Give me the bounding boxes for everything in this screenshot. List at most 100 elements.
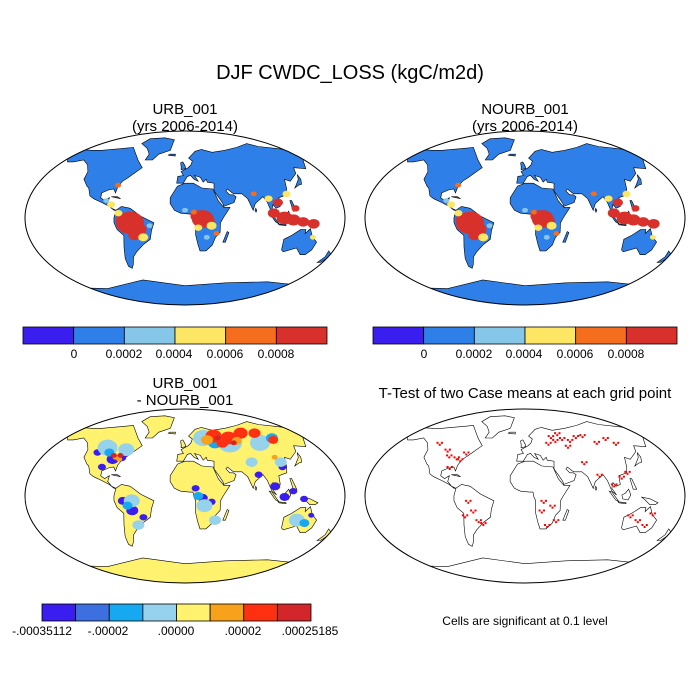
significant-cell: [549, 441, 552, 444]
mid-value-cell: [264, 195, 273, 202]
mid-high-value-cell: [115, 182, 122, 188]
panel-2-title-line1: NOURB_001: [481, 101, 569, 118]
significant-cell: [579, 434, 582, 437]
significant-cell: [604, 439, 607, 441]
colorbar-swatch: [22, 326, 75, 345]
significant-cell: [475, 519, 478, 522]
significant-cell: [567, 446, 570, 449]
high-value-cell: [272, 198, 283, 207]
significant-cell: [571, 438, 574, 441]
significant-cell: [643, 526, 646, 528]
negative-cell: [122, 501, 133, 510]
colorbar-swatch: [108, 603, 144, 622]
colorbar-nourb-tick: 0.0002: [455, 347, 493, 361]
significant-cell: [634, 519, 637, 522]
significant-cell: [467, 501, 470, 504]
negative-cell: [299, 519, 310, 528]
high-value-cell: [307, 219, 320, 229]
significant-cell: [611, 483, 614, 486]
map-border: [24, 408, 346, 584]
land-sri-lanka: [254, 207, 258, 213]
colorbar-nourb-tick: 0: [420, 347, 428, 361]
land-java: [277, 501, 287, 505]
panel-4-title-line1: T-Test of two Case means at each grid po…: [378, 385, 672, 402]
significant-cell: [581, 461, 584, 464]
significant-cell: [543, 524, 546, 526]
map-border: [24, 130, 346, 306]
high-value-cell: [128, 230, 141, 241]
small-negative-cell: [250, 434, 271, 451]
land-uk: [180, 439, 187, 449]
significant-cell: [436, 441, 439, 444]
colorbar-swatch: [473, 326, 526, 345]
significant-cell: [450, 466, 453, 468]
significant-cell: [618, 475, 621, 478]
figure-title: DJF CWDC_LOSS (kgC/m2d): [216, 62, 484, 84]
land-cuba: [111, 474, 121, 477]
colorbar-difference-tick: -.00002: [87, 624, 129, 638]
mid-value-cell: [478, 233, 489, 242]
colorbar-swatch: [575, 326, 627, 345]
significant-cell: [554, 440, 557, 443]
panel-4-title: T-Test of two Case means at each grid po…: [345, 385, 700, 402]
small-negative-cell: [245, 457, 258, 467]
significant-cell: [572, 435, 575, 438]
high-value-cell: [626, 214, 641, 226]
significant-cell: [467, 451, 470, 454]
colorbar-swatch: [41, 603, 77, 622]
colorbar-swatch: [176, 603, 211, 622]
high-value-cell: [455, 212, 474, 228]
significant-cell: [626, 472, 629, 475]
mid-high-value-cell: [590, 191, 597, 197]
land-philippines: [289, 478, 298, 490]
mid-value-cell: [447, 201, 456, 208]
colorbar-nourb-tick: 0.0008: [607, 347, 645, 361]
land-borneo: [621, 488, 632, 501]
significant-cell: [472, 511, 475, 514]
significant-cell: [446, 450, 449, 453]
colorbar-urb-tick: 0.0004: [155, 347, 193, 361]
significant-cell: [548, 524, 551, 526]
significant-cell: [552, 519, 555, 522]
significant-cell: [551, 506, 554, 509]
map-panel-nourb: [364, 130, 686, 306]
significant-cell: [469, 499, 472, 502]
significant-cell: [628, 470, 631, 473]
significant-cell: [593, 440, 596, 443]
significant-cell: [556, 434, 559, 437]
small-negative-cell: [274, 457, 287, 467]
significant-cell: [457, 458, 460, 461]
significant-cell: [596, 473, 599, 476]
significant-cell: [479, 519, 482, 522]
mid-value-cell: [454, 209, 463, 217]
colorbar-swatch: [524, 326, 577, 345]
land-uk: [520, 439, 527, 449]
significant-cell: [544, 499, 547, 502]
mid-value-cell: [206, 221, 217, 230]
mid-value-cell: [622, 190, 631, 198]
significant-cell: [641, 524, 644, 526]
significant-cell: [629, 516, 632, 519]
significant-cell: [547, 435, 550, 438]
significant-cell: [645, 524, 648, 526]
mid-value-cell: [194, 224, 203, 231]
significant-cell: [569, 440, 572, 443]
small-negative-cell: [196, 499, 213, 513]
land-madagascar: [222, 231, 230, 243]
land-europe-asia: [516, 421, 654, 496]
land-australia: [281, 228, 317, 255]
significant-cell: [466, 514, 469, 517]
colorbar-urb-tick: 0.0008: [257, 347, 295, 361]
colorbar-nourb-tick: 0.0004: [505, 347, 543, 361]
significant-cell: [595, 442, 598, 445]
colorbar-urb-tick: 0.0006: [206, 347, 244, 361]
land-java: [277, 223, 287, 227]
significant-cell: [561, 439, 564, 441]
colorbar-swatch: [243, 603, 278, 622]
low-mid-value-cell: [522, 207, 528, 213]
panel-3-title-line2: - NOURB_001: [136, 392, 234, 409]
colorbar-difference-tick: .00002: [224, 624, 262, 638]
significant-cell: [613, 485, 616, 488]
significant-cell: [474, 509, 477, 512]
land-greenland: [141, 415, 175, 439]
